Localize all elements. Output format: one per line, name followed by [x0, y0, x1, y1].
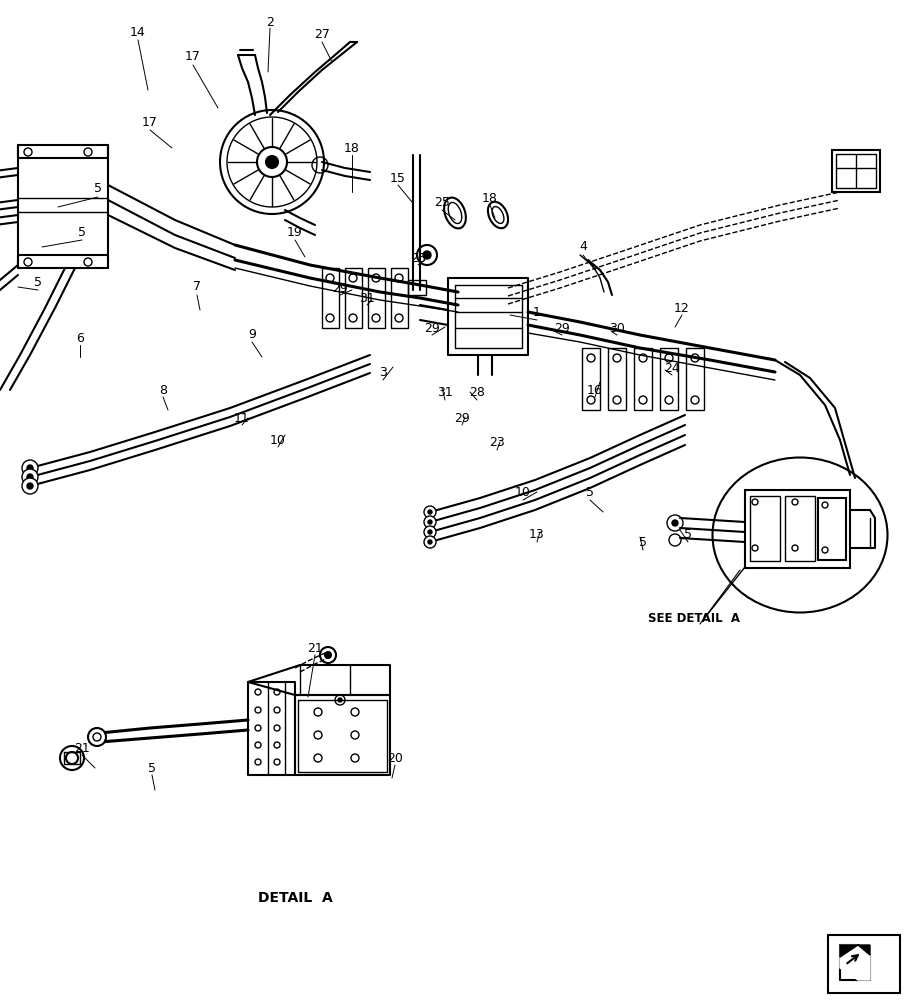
Text: 29: 29 [424, 322, 440, 334]
Text: 18: 18 [344, 141, 360, 154]
Text: 27: 27 [314, 28, 330, 41]
Circle shape [672, 520, 678, 526]
Text: 31: 31 [437, 386, 453, 399]
Text: 3: 3 [379, 365, 387, 378]
Circle shape [424, 506, 436, 518]
Text: 10: 10 [515, 487, 531, 499]
Text: 7: 7 [193, 280, 201, 294]
Text: 21: 21 [307, 642, 322, 654]
Bar [345, 268, 362, 328]
Text: 30: 30 [609, 322, 625, 334]
Circle shape [424, 516, 436, 528]
Text: 10: 10 [270, 434, 286, 446]
Text: 5: 5 [639, 536, 647, 550]
Text: 1: 1 [533, 306, 541, 318]
Bar [368, 268, 385, 328]
Text: 31: 31 [359, 292, 375, 304]
Circle shape [27, 465, 33, 471]
Bar [608, 348, 626, 410]
Text: 12: 12 [674, 302, 690, 314]
Bar [836, 154, 876, 188]
Polygon shape [840, 945, 870, 957]
Bar [686, 348, 704, 410]
Text: 23: 23 [489, 436, 505, 450]
Bar [750, 496, 780, 561]
Text: 28: 28 [469, 386, 485, 399]
Bar [660, 348, 678, 410]
Bar [322, 268, 339, 328]
Circle shape [338, 698, 342, 702]
Bar [832, 150, 880, 192]
Text: 4: 4 [579, 240, 587, 253]
Text: 29: 29 [554, 322, 570, 334]
Text: 9: 9 [248, 328, 256, 342]
Text: DETAIL  A: DETAIL A [257, 891, 333, 905]
Text: 26: 26 [410, 251, 426, 264]
Bar [828, 935, 900, 993]
Text: 24: 24 [664, 361, 680, 374]
Text: 11: 11 [234, 412, 250, 424]
Text: 2: 2 [266, 15, 274, 28]
Circle shape [88, 728, 106, 746]
Circle shape [266, 156, 278, 168]
Text: 19: 19 [287, 227, 303, 239]
Circle shape [424, 536, 436, 548]
Text: 5: 5 [148, 762, 156, 774]
Text: 14: 14 [130, 25, 146, 38]
Text: 5: 5 [94, 182, 102, 194]
Bar [818, 498, 846, 560]
Circle shape [27, 474, 33, 480]
Text: 18: 18 [482, 192, 498, 205]
Text: 5: 5 [586, 486, 594, 498]
Text: 17: 17 [142, 115, 158, 128]
Text: 5: 5 [78, 226, 86, 238]
Text: 5: 5 [684, 528, 692, 542]
Text: 20: 20 [387, 752, 403, 764]
Circle shape [428, 510, 432, 514]
Text: 15: 15 [390, 172, 406, 184]
Bar [785, 496, 815, 561]
Circle shape [325, 652, 331, 658]
Text: 6: 6 [76, 332, 84, 344]
Circle shape [423, 251, 431, 259]
Circle shape [27, 483, 33, 489]
Text: 5: 5 [34, 275, 42, 288]
Text: 25: 25 [434, 196, 450, 210]
Circle shape [428, 540, 432, 544]
Bar [634, 348, 652, 410]
Text: 29: 29 [333, 282, 348, 294]
Circle shape [424, 526, 436, 538]
Bar [745, 490, 850, 568]
Circle shape [22, 478, 38, 494]
Bar [391, 268, 408, 328]
Text: 8: 8 [159, 383, 167, 396]
Text: 17: 17 [185, 50, 201, 64]
Text: 29: 29 [454, 412, 470, 424]
Circle shape [428, 530, 432, 534]
Circle shape [22, 469, 38, 485]
Circle shape [428, 520, 432, 524]
Text: SEE DETAIL  A: SEE DETAIL A [648, 611, 740, 624]
Text: 21: 21 [74, 742, 90, 754]
Polygon shape [840, 945, 870, 980]
Text: 13: 13 [529, 528, 545, 542]
Bar [408, 280, 426, 295]
Text: 16: 16 [587, 383, 603, 396]
Circle shape [22, 460, 38, 476]
Bar [582, 348, 600, 410]
